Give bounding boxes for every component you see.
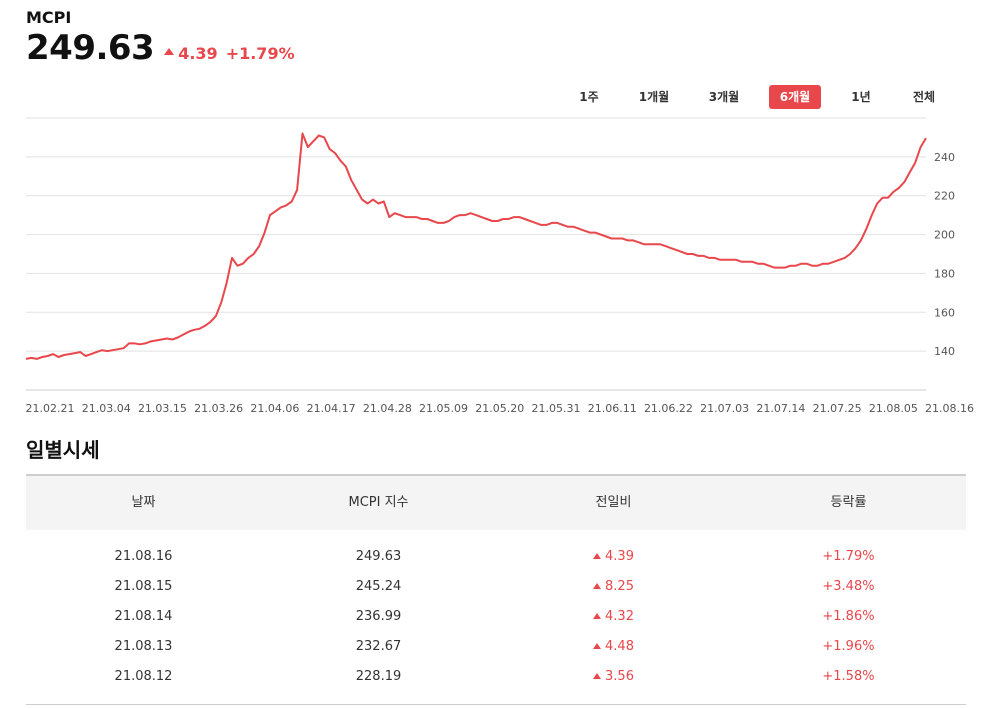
cell-rate: +1.96% <box>822 639 875 654</box>
price-change-rate: +1.79% <box>225 44 295 63</box>
x-tick-label: 21.07.03 <box>700 402 749 415</box>
x-tick-label: 21.02.21 <box>26 402 75 415</box>
x-tick-label: 21.05.20 <box>475 402 524 415</box>
cell-date: 21.08.13 <box>114 639 173 654</box>
diff-value: 4.48 <box>605 639 634 654</box>
cell-rate: +3.48% <box>822 579 875 594</box>
cell-index: 228.19 <box>355 669 402 684</box>
daily-price-table: 날짜 MCPI 지수 전일비 등락률 21.08.16 249.63 4.39 … <box>26 474 966 705</box>
y-tick-label: 220 <box>934 190 955 203</box>
header-diff: 전일비 <box>595 495 632 510</box>
header-date: 날짜 <box>131 495 156 510</box>
table-row: 21.08.13 232.67 4.48 +1.96% <box>26 632 966 662</box>
x-tick-label: 21.03.26 <box>194 402 243 415</box>
period-1y[interactable]: 1년 <box>851 90 871 104</box>
y-tick-label: 200 <box>934 229 955 242</box>
cell-index: 236.99 <box>355 609 402 624</box>
diff-value: 4.39 <box>605 549 634 564</box>
up-triangle-icon <box>164 48 175 55</box>
x-tick-label: 21.08.05 <box>869 402 918 415</box>
x-tick-label: 21.08.16 <box>925 402 974 415</box>
up-triangle-icon <box>593 613 602 619</box>
cell-index: 249.63 <box>355 549 402 564</box>
x-tick-label: 21.05.31 <box>532 402 581 415</box>
x-tick-label: 21.06.22 <box>644 402 693 415</box>
y-tick-label: 140 <box>934 345 955 358</box>
up-triangle-icon <box>593 583 602 589</box>
price-change: 4.39 <box>178 44 218 63</box>
x-tick-label: 21.04.28 <box>363 402 412 415</box>
daily-prices-title: 일별시세 <box>26 438 100 462</box>
cell-diff: 8.25 <box>496 572 731 602</box>
current-price: 249.63 <box>26 28 155 68</box>
x-tick-label: 21.03.04 <box>82 402 131 415</box>
up-triangle-icon <box>593 673 602 679</box>
header-index: MCPI 지수 <box>348 495 409 510</box>
y-tick-label: 160 <box>934 306 955 319</box>
table-body: 21.08.16 249.63 4.39 +1.79% 21.08.15 245… <box>26 530 966 705</box>
diff-value: 8.25 <box>605 579 634 594</box>
table-row: 21.08.15 245.24 8.25 +3.48% <box>26 572 966 602</box>
table-row: 21.08.14 236.99 4.32 +1.86% <box>26 602 966 632</box>
cell-diff: 4.48 <box>496 632 731 662</box>
diff-value: 3.56 <box>605 669 634 684</box>
period-all[interactable]: 전체 <box>912 90 936 104</box>
cell-diff: 4.32 <box>496 602 731 632</box>
cell-rate: +1.86% <box>822 609 875 624</box>
table-row: 21.08.12 228.19 3.56 +1.58% <box>26 662 966 692</box>
x-tick-label: 21.04.17 <box>307 402 356 415</box>
period-selector: 1주 1개월 3개월 6개월 1년 전체 <box>560 85 960 109</box>
cell-diff: 3.56 <box>496 662 731 692</box>
period-1m[interactable]: 1개월 <box>638 90 670 104</box>
price-line-chart: 140 160 180 200 220 240 21.02.21 21.03.04 21.03.… <box>25 117 974 415</box>
period-6m[interactable]: 6개월 <box>769 85 821 109</box>
header-rate: 등락률 <box>830 495 867 510</box>
table-header: 날짜 MCPI 지수 전일비 등락률 <box>26 474 966 530</box>
up-triangle-icon <box>593 643 602 649</box>
cell-date: 21.08.12 <box>114 669 173 684</box>
x-tick-label: 21.04.06 <box>250 402 299 415</box>
cell-index: 232.67 <box>355 639 402 654</box>
period-3m[interactable]: 3개월 <box>708 90 740 104</box>
x-tick-label: 21.07.14 <box>756 402 805 415</box>
cell-rate: +1.79% <box>822 549 875 564</box>
x-tick-label: 21.07.25 <box>813 402 862 415</box>
cell-diff: 4.39 <box>496 542 731 572</box>
y-tick-label: 180 <box>934 267 955 280</box>
series-line <box>25 132 927 360</box>
diff-value: 4.32 <box>605 609 634 624</box>
x-tick-label: 21.05.09 <box>419 402 468 415</box>
cell-date: 21.08.14 <box>114 609 173 624</box>
cell-rate: +1.58% <box>822 669 875 684</box>
y-tick-label: 240 <box>934 151 955 164</box>
x-tick-label: 21.03.15 <box>138 402 187 415</box>
cell-date: 21.08.16 <box>114 549 173 564</box>
up-triangle-icon <box>593 553 602 559</box>
cell-date: 21.08.15 <box>114 579 173 594</box>
period-1w[interactable]: 1주 <box>579 90 599 104</box>
table-row: 21.08.16 249.63 4.39 +1.79% <box>26 542 966 572</box>
index-title: MCPI <box>26 8 72 27</box>
x-tick-label: 21.06.11 <box>588 402 637 415</box>
cell-index: 245.24 <box>355 579 402 594</box>
price-summary: 249.63 4.39 +1.79% <box>26 28 295 68</box>
